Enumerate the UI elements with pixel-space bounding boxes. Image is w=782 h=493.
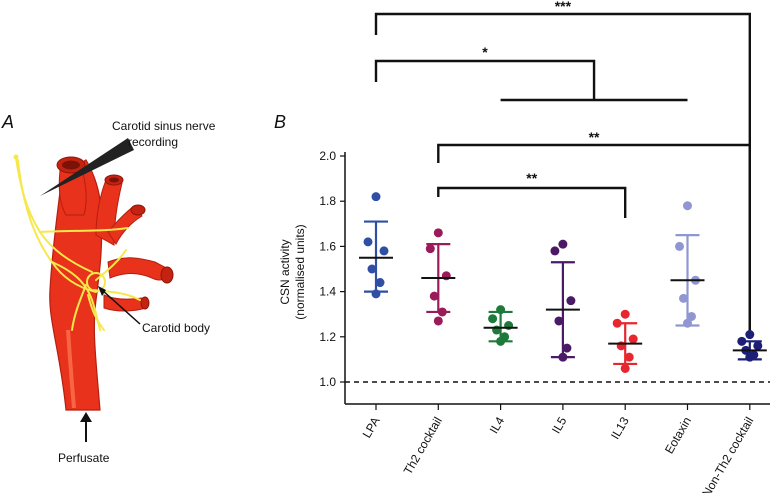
data-point [554, 316, 564, 326]
carotid-artery-illustration [13, 138, 174, 411]
carotid-body-arrowhead [98, 286, 106, 296]
data-point [433, 228, 443, 238]
series-group [545, 239, 580, 362]
data-point [558, 352, 568, 362]
chart-axes: 1.0 1.2 1.4 1.6 1.8 2.0 [319, 149, 770, 410]
chart-series [359, 192, 767, 373]
panel-a: A [1, 112, 216, 465]
data-point [496, 305, 506, 315]
y-tick-label: 1.6 [319, 239, 336, 253]
data-point [367, 264, 377, 274]
data-point [624, 352, 634, 362]
carotid-body-pointer [101, 289, 141, 325]
x-tick-label: Th2 cocktail [401, 415, 445, 477]
data-point [429, 291, 439, 301]
data-point [620, 363, 630, 373]
x-tick-label: Non-Th2 cocktail [699, 415, 756, 493]
data-point [558, 239, 568, 249]
y-axis-label-line2: (normalised units) [293, 224, 307, 319]
data-point [550, 246, 560, 256]
perfusate-label: Perfusate [58, 451, 110, 465]
bracket-lpa-cytokines [374, 59, 596, 100]
data-point [371, 192, 381, 202]
series-group [608, 309, 643, 373]
data-point [363, 237, 373, 247]
data-point [679, 293, 688, 303]
y-tick-label: 1.2 [319, 330, 336, 344]
perfusate-arrowhead [80, 412, 92, 422]
panel-b: B CSN activity (normalised units) 1.0 1.2… [274, 0, 770, 493]
data-point [687, 311, 696, 321]
data-point [683, 318, 692, 328]
data-point [562, 343, 572, 353]
data-point [675, 241, 684, 251]
data-point [737, 336, 747, 346]
series-group [670, 201, 705, 328]
x-tick-label: IL5 [549, 414, 570, 436]
y-axis-label-line1: CSN activity [278, 239, 292, 304]
data-point [496, 336, 506, 346]
carotid-body-label: Carotid body [142, 321, 210, 335]
data-point [628, 334, 638, 344]
data-point [488, 314, 498, 324]
x-tick-label: IL13 [608, 414, 632, 442]
significance-label: ** [526, 170, 537, 186]
series-group [359, 192, 393, 299]
series-group [732, 330, 767, 362]
data-point [371, 289, 381, 299]
data-point [433, 316, 443, 326]
significance-label: *** [555, 0, 572, 14]
data-point [425, 244, 435, 254]
data-point [379, 246, 389, 256]
data-point [375, 278, 385, 288]
panel-b-letter: B [274, 112, 286, 132]
series-group [483, 305, 518, 346]
nerve-recording-label-line2: recording [128, 135, 178, 149]
y-tick-label: 1.8 [319, 194, 336, 208]
data-point [437, 307, 447, 317]
significance-brackets: ******** [374, 0, 751, 340]
x-tick-label: LPA [360, 415, 383, 441]
data-point [620, 309, 630, 319]
bracket-th2-il13 [437, 186, 627, 218]
y-tick-label: 2.0 [319, 149, 336, 163]
x-tick-labels: LPA Th2 cocktail IL4 IL5 IL13 Eotaxin Non-Th2 … [360, 414, 757, 493]
data-point [683, 201, 692, 211]
series-group [421, 228, 456, 326]
y-tick-label: 1.0 [319, 375, 336, 389]
nerve-recording-label-line1: Carotid sinus nerve [112, 119, 216, 133]
x-tick-label: IL4 [487, 414, 508, 436]
significance-label: ** [589, 129, 600, 145]
data-point [745, 330, 755, 340]
data-point [612, 318, 622, 328]
data-point [753, 341, 763, 351]
x-tick-label: Eotaxin [662, 415, 694, 457]
data-point [566, 296, 576, 306]
significance-label: * [482, 44, 488, 60]
bracket-th2-nonth2 [437, 143, 751, 339]
panel-a-letter: A [1, 112, 14, 132]
data-point [745, 352, 755, 362]
y-tick-label: 1.4 [319, 285, 336, 299]
